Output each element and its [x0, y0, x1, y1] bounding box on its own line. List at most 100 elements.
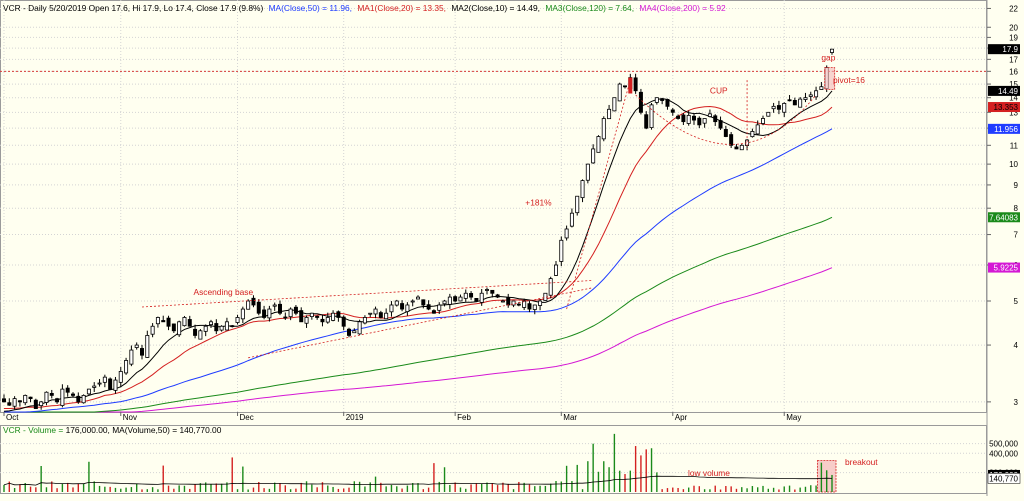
- ma50-line: [4, 128, 833, 413]
- candle-up: [569, 212, 574, 227]
- candle: [182, 315, 187, 327]
- candle: [776, 100, 781, 115]
- candle: [458, 294, 463, 302]
- ma120-label: MA3(Close,120) = 7.64,: [545, 3, 634, 13]
- candle-down: [341, 316, 346, 327]
- candle-up: [686, 114, 691, 124]
- candle-down: [527, 303, 532, 310]
- price-axis-label: 9: [1014, 181, 1019, 190]
- candle: [463, 289, 468, 302]
- candle-up: [331, 312, 336, 321]
- candle: [479, 288, 484, 306]
- candle: [246, 299, 251, 310]
- ma20-line: [4, 105, 833, 409]
- candle: [485, 287, 489, 295]
- candle-up: [485, 289, 489, 291]
- x-axis-label: Nov: [123, 413, 137, 422]
- candle: [707, 109, 712, 118]
- candle-down: [776, 105, 781, 110]
- candle: [187, 315, 192, 327]
- price-axis-label: 11: [1010, 141, 1019, 150]
- candle-up: [750, 131, 755, 138]
- candle: [792, 97, 797, 106]
- candle-down: [28, 396, 33, 400]
- candle-down: [400, 303, 405, 310]
- candle-down: [516, 303, 521, 306]
- candle-down: [166, 317, 171, 327]
- candle: [702, 118, 707, 128]
- candle: [86, 388, 91, 395]
- candle-up: [479, 292, 484, 303]
- price-axis-label: 16: [1009, 67, 1018, 76]
- base-upper-trendline: [141, 279, 594, 308]
- candle-down: [723, 129, 728, 137]
- candle: [28, 396, 33, 403]
- candle: [65, 385, 70, 397]
- symbol-ohlc-text: VCR - Daily 5/20/2019 Open 17.6, Hi 17.9…: [3, 3, 263, 13]
- candle: [2, 394, 6, 403]
- candle-down: [644, 114, 649, 129]
- candle: [325, 312, 330, 324]
- candle-up: [246, 300, 251, 310]
- candle-up: [240, 308, 245, 320]
- x-axis-label: Apr: [675, 413, 688, 422]
- x-axis-label: May: [786, 413, 801, 422]
- volume-ma-label: MA(Volume,50) = 140,770.00: [112, 425, 222, 435]
- candle: [718, 116, 723, 130]
- candle: [798, 97, 803, 108]
- candle-up: [782, 103, 787, 113]
- candle-down: [108, 378, 113, 390]
- candle-up: [267, 308, 272, 319]
- candle: [145, 330, 150, 358]
- price-axis-label: 13: [1009, 108, 1018, 117]
- candle: [7, 398, 12, 406]
- candle-up: [458, 296, 463, 302]
- price-badge: 7.64083: [988, 212, 1020, 223]
- candle-down: [713, 115, 718, 123]
- candle-down: [49, 393, 54, 396]
- candle-up: [39, 401, 44, 407]
- candle: [713, 114, 718, 126]
- volume-badge-bg: [987, 473, 1021, 484]
- candle-down: [718, 120, 723, 129]
- volume-ma-line: [3, 475, 833, 486]
- candle: [665, 98, 670, 110]
- candle: [113, 376, 118, 394]
- candle: [384, 308, 389, 320]
- candle: [347, 327, 351, 338]
- candle: [660, 97, 665, 105]
- candle: [92, 382, 97, 393]
- candle-up: [81, 394, 86, 404]
- candle: [193, 324, 198, 339]
- candle-up: [766, 111, 771, 117]
- candle-up: [596, 136, 601, 153]
- candle-up: [617, 83, 622, 102]
- candle-up: [134, 344, 139, 348]
- price-badge-text: 17.9: [1002, 45, 1018, 54]
- candle: [155, 316, 160, 328]
- ma10-line: [3, 90, 833, 412]
- candle-up: [601, 118, 606, 140]
- candle-up: [522, 300, 527, 308]
- candle-down: [251, 297, 256, 306]
- candle-up: [585, 163, 590, 181]
- candle: [761, 115, 765, 126]
- candle-down: [734, 146, 739, 150]
- candle-down: [161, 320, 166, 323]
- candle: [44, 391, 49, 406]
- candle: [830, 48, 834, 55]
- candle: [426, 300, 431, 311]
- candle-up: [739, 144, 744, 151]
- candle-down: [347, 328, 351, 336]
- candle-down: [469, 293, 474, 298]
- x-axis-label: Mar: [563, 413, 577, 422]
- candle: [320, 314, 325, 327]
- price-badge-text: 11.956: [994, 125, 1018, 134]
- candle-up: [612, 97, 617, 112]
- candle: [102, 374, 107, 388]
- volume-prefix: VCR - Volume =: [3, 425, 66, 435]
- price-axis-label: 8: [1014, 204, 1019, 213]
- volume-header: VCR - Volume = 176,000.00, MA(Volume,50)…: [3, 425, 222, 435]
- candle: [649, 102, 654, 130]
- candle-up: [129, 349, 134, 365]
